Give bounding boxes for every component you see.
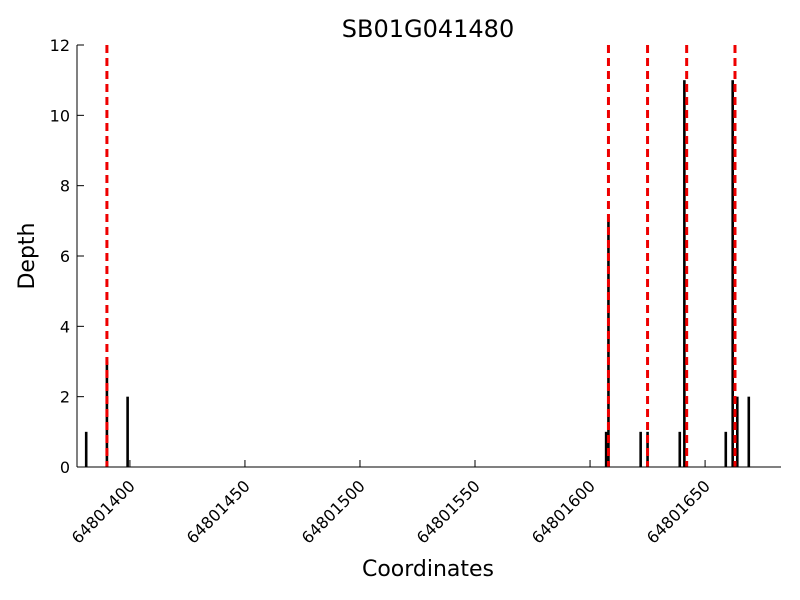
depth-bar	[604, 431, 608, 467]
y-tick-label: 4	[60, 317, 70, 336]
depth-bar	[678, 431, 682, 467]
x-axis-label: Coordinates	[362, 557, 494, 582]
x-tick-label: 64801450	[183, 476, 254, 547]
depth-bar	[639, 431, 642, 467]
x-tick-label: 64801500	[298, 476, 369, 547]
depth-bar	[126, 396, 129, 467]
x-tick-label: 64801400	[68, 476, 139, 547]
chart-title: SB01G041480	[342, 15, 514, 43]
depth-bar	[735, 396, 739, 467]
y-tick-label: 2	[60, 388, 70, 407]
depth-bar	[747, 396, 751, 467]
y-tick-label: 8	[60, 177, 70, 196]
depth-bar	[724, 431, 728, 467]
depth-bar	[683, 80, 686, 468]
depth-bar	[607, 220, 610, 467]
depth-bar	[731, 80, 734, 468]
y-tick-label: 10	[50, 106, 70, 125]
x-tick-label: 64801550	[413, 476, 484, 547]
y-tick-label: 6	[60, 247, 70, 266]
x-tick-label: 64801650	[643, 476, 714, 547]
y-tick-label: 12	[50, 36, 70, 55]
x-tick-label: 64801600	[528, 476, 599, 547]
plot-area	[84, 45, 751, 468]
y-axis-label: Depth	[15, 222, 40, 289]
y-tick-label: 0	[60, 458, 70, 477]
axes: 0 2 4 6 8 10 12 64801400 64801450 64801500 6480155…	[50, 36, 781, 547]
depth-bar	[84, 431, 88, 467]
